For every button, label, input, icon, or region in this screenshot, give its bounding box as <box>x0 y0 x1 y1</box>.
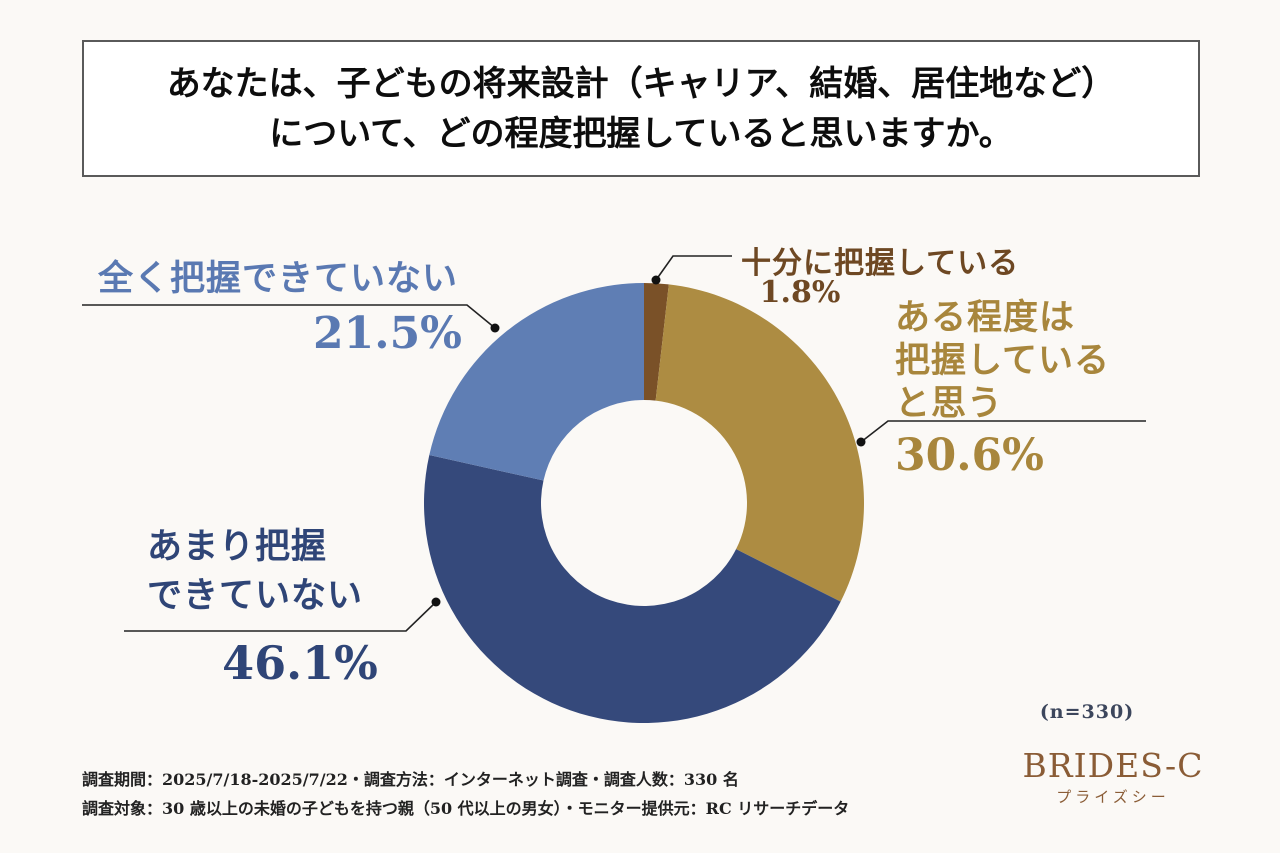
callout-label-not-at-all-text: 全く把握できていない <box>98 258 459 299</box>
footer-line-1: 調査期間：2025/7/18-2025/7/22・調査方法：インターネット調査・… <box>82 770 739 789</box>
question-title-box: あなたは、子どもの将来設計（キャリア、結婚、居住地など） について、どの程度把握… <box>82 40 1200 177</box>
callout-label-not-at-all: 全く把握できていない <box>98 250 458 301</box>
sample-size-note: (n=330) <box>1039 701 1135 723</box>
leader-dot-not_much <box>431 597 441 607</box>
leader-dot-not_at_all <box>490 323 500 333</box>
callout-label-sufficient-text: 十分に把握している <box>741 246 1020 281</box>
brand-logo-block: BRIDES-C プライズシー <box>1013 748 1213 807</box>
question-title-line-1: あなたは、子どもの将来設計（キャリア、結婚、居住地など） <box>166 63 1116 104</box>
leader-dot-sufficient <box>651 275 661 285</box>
callout-percent-not-at-all: 21.5% <box>313 308 462 359</box>
callout-percent-not-much: 46.1% <box>222 636 378 690</box>
callout-label-not-much-line-1: あまり把握 <box>147 526 328 567</box>
callout-label-somewhat-line-1: ある程度は <box>895 297 1076 338</box>
survey-methodology-footer: 調査期間：2025/7/18-2025/7/22・調査方法：インターネット調査・… <box>82 765 849 823</box>
callout-percent-somewhat: 30.6% <box>895 430 1044 481</box>
leader-line-sufficient <box>655 255 732 281</box>
callout-label-not-much: あまり把握 できていない <box>147 522 363 620</box>
leader-line-not_at_all <box>82 304 496 329</box>
callout-label-sufficient: 十分に把握している <box>741 238 1019 282</box>
brand-logo: BRIDES-C <box>1022 746 1204 785</box>
donut-segment-not_much <box>424 455 841 723</box>
callout-label-somewhat-line-3: と思う <box>895 383 1004 424</box>
brand-logo-subtitle: プライズシー <box>1056 788 1170 806</box>
callout-label-somewhat-line-2: 把握している <box>895 340 1110 381</box>
callout-label-not-much-line-2: できていない <box>147 575 364 616</box>
donut-segment-somewhat <box>655 284 865 602</box>
footer-line-2: 調査対象：30 歳以上の未婚の子どもを持つ親（50 代以上の男女）・モニター提供… <box>82 799 850 818</box>
callout-percent-sufficient: 1.8% <box>759 275 841 310</box>
donut-segment-not_at_all <box>429 283 644 481</box>
leader-line-somewhat <box>860 420 1146 443</box>
donut-segment-sufficient <box>644 283 669 401</box>
leader-line-not_much <box>124 601 437 632</box>
leader-dot-somewhat <box>856 437 866 447</box>
question-title-line-2: について、どの程度把握していると思いますか。 <box>269 113 1013 154</box>
callout-label-somewhat: ある程度は 把握している と思う <box>895 296 1110 425</box>
